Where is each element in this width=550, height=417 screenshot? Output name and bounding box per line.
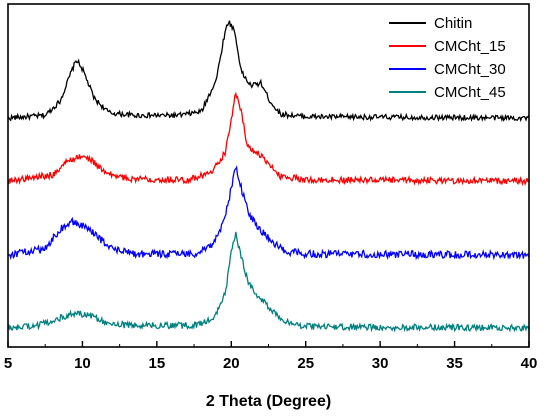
- series-layer: [7, 20, 530, 333]
- plot-frame: [7, 3, 530, 348]
- legend-item-cmcht-45: CMCht_45: [389, 84, 506, 101]
- x-tick-label-35: 35: [446, 355, 463, 372]
- legend-label-chitin: Chitin: [434, 15, 472, 32]
- legend-label-cmcht-30: CMCht_30: [434, 61, 506, 78]
- series-line-cmcht-45: [7, 231, 530, 333]
- x-tick-label-10: 10: [74, 355, 91, 372]
- legend-item-cmcht-15: CMCht_15: [389, 38, 506, 55]
- series-line-chitin: [7, 20, 530, 123]
- x-tick-label-5: 5: [4, 355, 12, 372]
- x-axis-ticks: 5 10 15 20 25 30 35 40: [4, 341, 538, 372]
- legend-item-cmcht-30: CMCht_30: [389, 61, 506, 78]
- x-axis-title: 2 Theta (Degree): [206, 393, 331, 410]
- series-line-cmcht-30: [7, 165, 530, 261]
- legend-label-cmcht-45: CMCht_45: [434, 84, 506, 101]
- x-tick-label-25: 25: [297, 355, 314, 372]
- x-tick-label-20: 20: [223, 355, 240, 372]
- series-line-cmcht-15: [7, 91, 529, 187]
- legend: Chitin CMCht_15 CMCht_30 CMCht_45: [389, 15, 506, 101]
- x-tick-label-40: 40: [521, 355, 538, 372]
- x-tick-label-30: 30: [372, 355, 389, 372]
- legend-item-chitin: Chitin: [389, 15, 472, 32]
- x-tick-label-15: 15: [149, 355, 166, 372]
- legend-label-cmcht-15: CMCht_15: [434, 38, 506, 55]
